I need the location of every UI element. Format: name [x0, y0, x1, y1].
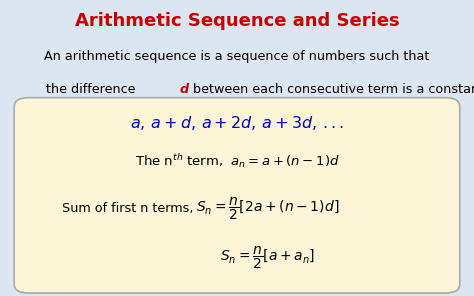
Text: between each consecutive term is a constant.: between each consecutive term is a const…: [189, 83, 474, 96]
Text: the difference: the difference: [46, 83, 139, 96]
Text: $S_n = \dfrac{n}{2}\left[2a+(n-1)d\right]$: $S_n = \dfrac{n}{2}\left[2a+(n-1)d\right…: [196, 196, 339, 222]
Text: d: d: [179, 83, 188, 96]
Text: An arithmetic sequence is a sequence of numbers such that: An arithmetic sequence is a sequence of …: [44, 50, 430, 63]
FancyBboxPatch shape: [14, 98, 460, 293]
Text: The n$^{th}$ term,  $a_n = a+(n-1)d$: The n$^{th}$ term, $a_n = a+(n-1)d$: [135, 152, 339, 170]
Text: Sum of first n terms,: Sum of first n terms,: [62, 202, 193, 215]
Text: Arithmetic Sequence and Series: Arithmetic Sequence and Series: [75, 12, 399, 30]
Text: $a,\,a+d,\,a+2d,\,a+3d,\,...$: $a,\,a+d,\,a+2d,\,a+3d,\,...$: [130, 114, 344, 132]
Text: $S_n = \dfrac{n}{2}\left[a+a_n\right]$: $S_n = \dfrac{n}{2}\left[a+a_n\right]$: [220, 244, 316, 271]
